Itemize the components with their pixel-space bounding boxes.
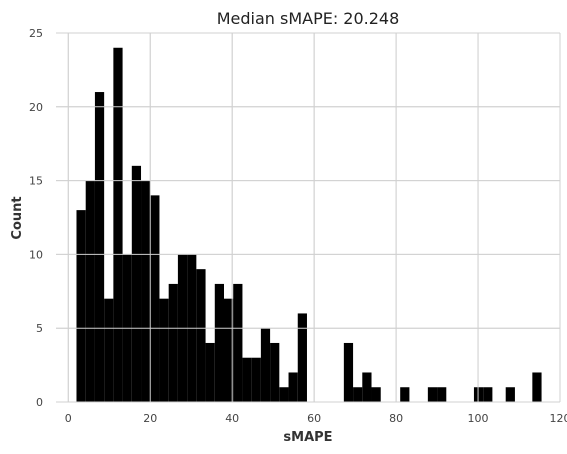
histogram-bar bbox=[113, 47, 123, 402]
histogram-bar bbox=[196, 269, 206, 402]
grid-overlay bbox=[56, 32, 561, 403]
histogram-bar bbox=[297, 313, 307, 402]
histogram-bar bbox=[505, 387, 515, 402]
y-tick-label: 10 bbox=[29, 248, 43, 261]
histogram-bar bbox=[205, 342, 215, 402]
x-tick-label: 0 bbox=[65, 412, 72, 425]
y-axis-ticks: 0 5 10 15 20 25 bbox=[29, 27, 43, 409]
histogram-bar bbox=[343, 342, 354, 402]
histogram-bar bbox=[150, 195, 160, 402]
histogram-bar bbox=[233, 283, 243, 402]
y-tick-label: 5 bbox=[36, 322, 43, 335]
histogram-bar bbox=[251, 357, 261, 402]
chart-title: Median sMAPE: 20.248 bbox=[217, 9, 400, 28]
histogram-bar bbox=[362, 372, 372, 402]
x-tick-label: 80 bbox=[389, 412, 403, 425]
histogram-bar bbox=[159, 298, 169, 402]
histogram-bar bbox=[131, 165, 142, 402]
x-tick-label: 120 bbox=[550, 412, 567, 425]
histogram-bar bbox=[532, 372, 542, 402]
x-tick-label: 20 bbox=[143, 412, 157, 425]
histogram-bar bbox=[242, 357, 252, 402]
histogram-bar bbox=[427, 387, 438, 402]
histogram-bar bbox=[85, 180, 95, 402]
histogram-bar bbox=[288, 372, 298, 402]
histogram-bar bbox=[400, 387, 410, 402]
x-tick-label: 100 bbox=[468, 412, 489, 425]
histogram-bar bbox=[104, 298, 114, 402]
histogram-bar bbox=[353, 387, 363, 402]
histogram-bar bbox=[214, 283, 224, 402]
histogram-bar bbox=[270, 342, 280, 402]
histogram-bar bbox=[260, 328, 271, 402]
y-tick-label: 15 bbox=[29, 175, 43, 188]
histogram-bar bbox=[141, 180, 151, 402]
histogram-bar bbox=[483, 387, 493, 402]
histogram-bar bbox=[437, 387, 447, 402]
histogram-bar bbox=[371, 387, 381, 402]
x-axis-label: sMAPE bbox=[283, 430, 332, 445]
histogram-bar bbox=[224, 298, 234, 402]
x-axis-ticks: 0 20 40 60 80 100 120 bbox=[65, 412, 567, 425]
histogram-bar bbox=[76, 210, 86, 402]
y-axis-label: Count bbox=[10, 196, 25, 239]
y-tick-label: 20 bbox=[29, 101, 43, 114]
histogram-bar bbox=[168, 283, 178, 402]
histogram-bar bbox=[94, 92, 105, 402]
y-tick-label: 0 bbox=[36, 396, 43, 409]
bars bbox=[76, 47, 542, 402]
x-tick-label: 60 bbox=[307, 412, 321, 425]
y-tick-label: 25 bbox=[29, 27, 43, 40]
histogram-bar bbox=[473, 387, 484, 402]
x-tick-label: 40 bbox=[225, 412, 239, 425]
histogram-bar bbox=[279, 387, 289, 402]
